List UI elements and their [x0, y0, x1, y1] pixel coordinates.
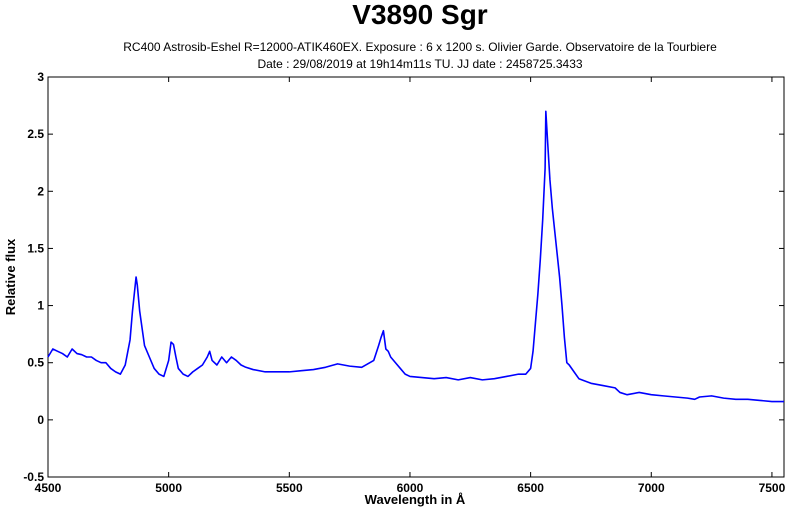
plot-frame	[47, 76, 785, 478]
x-tick-label: 7500	[759, 481, 786, 495]
y-axis-label: Relative flux	[3, 238, 18, 315]
y-tick-label: 0.5	[27, 356, 44, 370]
x-tick-label: 7000	[638, 481, 665, 495]
x-tick-label: 5000	[155, 481, 182, 495]
y-tick-label: 0	[37, 413, 44, 427]
chart-title: V3890 Sgr	[352, 0, 488, 30]
y-tick-label: 1	[37, 299, 44, 313]
x-tick-label: 5500	[276, 481, 303, 495]
y-tick-label: 2	[37, 184, 44, 198]
chart-subtitle-line2: Date : 29/08/2019 at 19h14m11s TU. JJ da…	[257, 57, 582, 71]
series-group	[47, 110, 784, 403]
chart-subtitle-line1: RC400 Astrosib-Eshel R=12000-ATIK460EX. …	[123, 40, 717, 54]
y-tick-label: 1.5	[27, 241, 44, 255]
y-tick-label: 2.5	[27, 127, 44, 141]
axes: 4500 5000 5500 6000 6500 7000 7500 -0.5 0 0.5 1 1.5…	[23, 70, 785, 495]
x-tick-label: 4500	[35, 481, 62, 495]
y-tick-label: -0.5	[23, 470, 44, 484]
x-tick-label: 6500	[517, 481, 544, 495]
x-axis-label: Wavelength in Å	[365, 492, 466, 507]
y-tick-label: 3	[37, 70, 44, 84]
x-tick-label: 6000	[397, 481, 424, 495]
series-line	[47, 110, 784, 403]
